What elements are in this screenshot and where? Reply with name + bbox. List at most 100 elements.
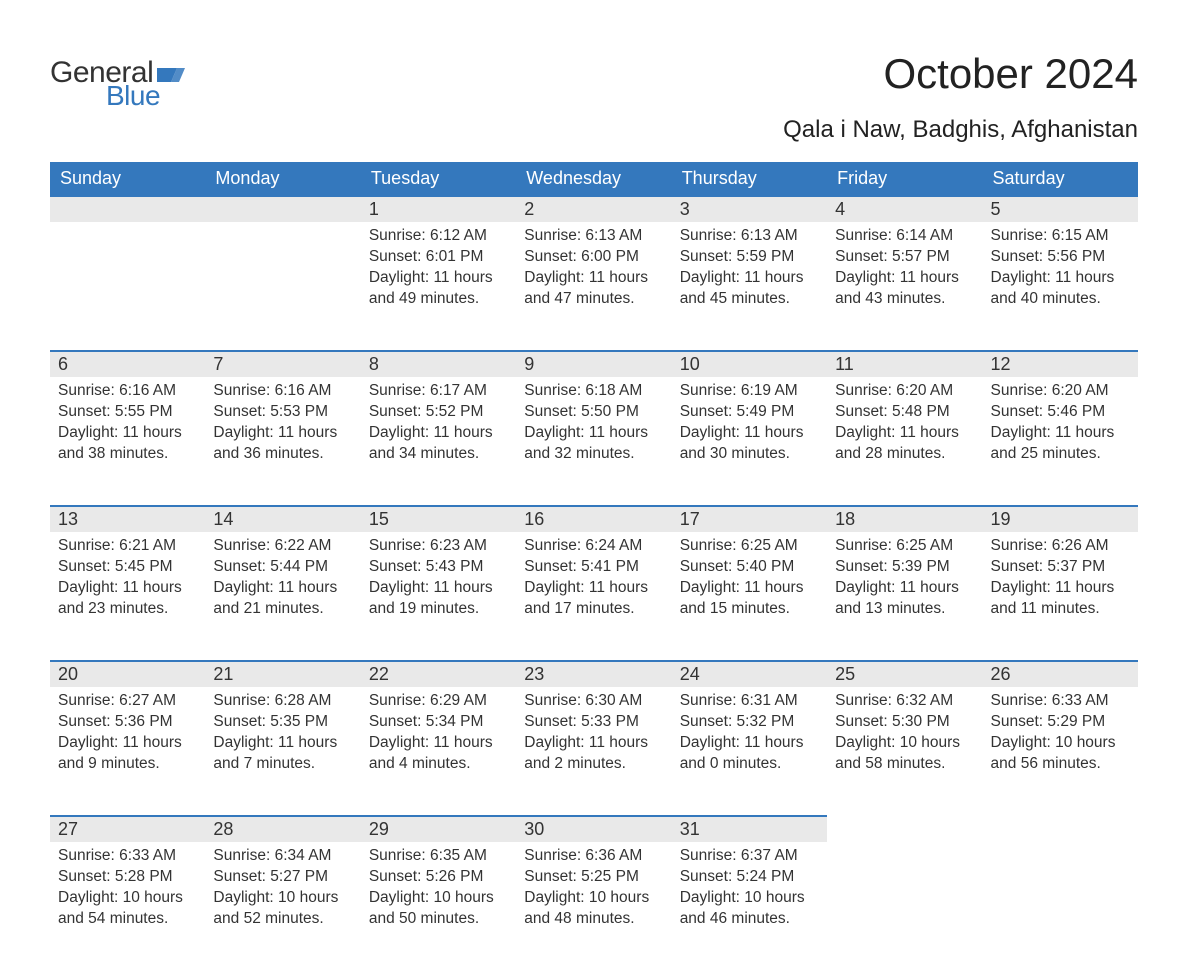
sunrise-text: Sunrise: 6:21 AM [58,536,197,557]
day-cell: Sunrise: 6:29 AMSunset: 5:34 PMDaylight:… [361,687,516,815]
daylight-text: Daylight: 10 hours [524,888,663,909]
day-content: Sunrise: 6:33 AMSunset: 5:29 PMDaylight:… [983,687,1138,783]
day-cell: Sunrise: 6:16 AMSunset: 5:53 PMDaylight:… [205,377,360,505]
weekday-header: Sunday [50,162,205,195]
daylight-text: and 30 minutes. [680,444,819,465]
day-number-cell: 8 [361,350,516,377]
day-number: 20 [50,660,205,687]
sunrise-text: Sunrise: 6:20 AM [835,381,974,402]
daylight-text: and 15 minutes. [680,599,819,620]
day-number-cell: 21 [205,660,360,687]
day-cell [205,222,360,350]
day-cell: Sunrise: 6:30 AMSunset: 5:33 PMDaylight:… [516,687,671,815]
daylight-text: Daylight: 11 hours [680,423,819,444]
day-cell: Sunrise: 6:35 AMSunset: 5:26 PMDaylight:… [361,842,516,970]
day-content: Sunrise: 6:30 AMSunset: 5:33 PMDaylight:… [516,687,671,783]
day-cell: Sunrise: 6:13 AMSunset: 5:59 PMDaylight:… [672,222,827,350]
sunset-text: Sunset: 5:34 PM [369,712,508,733]
daylight-text: Daylight: 11 hours [213,578,352,599]
day-number: 4 [827,195,982,222]
daylight-text: and 19 minutes. [369,599,508,620]
sunset-text: Sunset: 5:33 PM [524,712,663,733]
sunrise-text: Sunrise: 6:25 AM [680,536,819,557]
day-number-cell: 15 [361,505,516,532]
day-number-cell: 7 [205,350,360,377]
sunset-text: Sunset: 5:40 PM [680,557,819,578]
sunset-text: Sunset: 6:01 PM [369,247,508,268]
day-number-cell: 5 [983,195,1138,222]
daylight-text: and 32 minutes. [524,444,663,465]
day-number-cell: 31 [672,815,827,842]
daylight-text: Daylight: 11 hours [369,578,508,599]
sunrise-text: Sunrise: 6:23 AM [369,536,508,557]
daylight-text: Daylight: 11 hours [524,578,663,599]
month-title: October 2024 [783,50,1138,98]
day-cell: Sunrise: 6:13 AMSunset: 6:00 PMDaylight:… [516,222,671,350]
sunrise-text: Sunrise: 6:26 AM [991,536,1130,557]
day-number-cell: 16 [516,505,671,532]
daylight-text: and 49 minutes. [369,289,508,310]
day-number: 28 [205,815,360,842]
day-number-row: 20212223242526 [50,660,1138,687]
daylight-text: Daylight: 11 hours [58,733,197,754]
day-content-row: Sunrise: 6:16 AMSunset: 5:55 PMDaylight:… [50,377,1138,505]
day-content: Sunrise: 6:14 AMSunset: 5:57 PMDaylight:… [827,222,982,318]
sunrise-text: Sunrise: 6:34 AM [213,846,352,867]
day-content: Sunrise: 6:31 AMSunset: 5:32 PMDaylight:… [672,687,827,783]
day-content: Sunrise: 6:20 AMSunset: 5:48 PMDaylight:… [827,377,982,473]
day-number-cell [827,815,982,842]
daylight-text: Daylight: 10 hours [835,733,974,754]
day-content: Sunrise: 6:33 AMSunset: 5:28 PMDaylight:… [50,842,205,938]
daylight-text: and 21 minutes. [213,599,352,620]
day-number: 16 [516,505,671,532]
day-content: Sunrise: 6:27 AMSunset: 5:36 PMDaylight:… [50,687,205,783]
day-number: 2 [516,195,671,222]
day-content: Sunrise: 6:13 AMSunset: 6:00 PMDaylight:… [516,222,671,318]
day-content: Sunrise: 6:34 AMSunset: 5:27 PMDaylight:… [205,842,360,938]
sunrise-text: Sunrise: 6:28 AM [213,691,352,712]
sunrise-text: Sunrise: 6:33 AM [991,691,1130,712]
daylight-text: Daylight: 11 hours [213,733,352,754]
daylight-text: and 23 minutes. [58,599,197,620]
day-number-row: 6789101112 [50,350,1138,377]
daylight-text: Daylight: 11 hours [369,268,508,289]
daylight-text: Daylight: 11 hours [524,268,663,289]
day-number: 17 [672,505,827,532]
sunrise-text: Sunrise: 6:19 AM [680,381,819,402]
day-content: Sunrise: 6:26 AMSunset: 5:37 PMDaylight:… [983,532,1138,628]
day-number-row: 12345 [50,195,1138,222]
sunrise-text: Sunrise: 6:25 AM [835,536,974,557]
weekday-header: Tuesday [361,162,516,195]
sunset-text: Sunset: 5:32 PM [680,712,819,733]
day-number-cell: 26 [983,660,1138,687]
sunrise-text: Sunrise: 6:32 AM [835,691,974,712]
day-number-cell: 22 [361,660,516,687]
daylight-text: and 58 minutes. [835,754,974,775]
daylight-text: Daylight: 11 hours [58,578,197,599]
day-number: 12 [983,350,1138,377]
day-content: Sunrise: 6:21 AMSunset: 5:45 PMDaylight:… [50,532,205,628]
weekday-header: Friday [827,162,982,195]
sunset-text: Sunset: 5:43 PM [369,557,508,578]
sunrise-text: Sunrise: 6:18 AM [524,381,663,402]
day-number: 19 [983,505,1138,532]
day-content-row: Sunrise: 6:27 AMSunset: 5:36 PMDaylight:… [50,687,1138,815]
day-cell: Sunrise: 6:22 AMSunset: 5:44 PMDaylight:… [205,532,360,660]
daylight-text: and 50 minutes. [369,909,508,930]
day-number-cell: 18 [827,505,982,532]
daylight-text: Daylight: 11 hours [369,423,508,444]
day-content-row: Sunrise: 6:33 AMSunset: 5:28 PMDaylight:… [50,842,1138,970]
sunset-text: Sunset: 5:35 PM [213,712,352,733]
day-content: Sunrise: 6:12 AMSunset: 6:01 PMDaylight:… [361,222,516,318]
day-cell: Sunrise: 6:12 AMSunset: 6:01 PMDaylight:… [361,222,516,350]
logo-text-blue: Blue [106,80,160,112]
day-number-cell: 19 [983,505,1138,532]
day-cell: Sunrise: 6:20 AMSunset: 5:48 PMDaylight:… [827,377,982,505]
day-cell: Sunrise: 6:19 AMSunset: 5:49 PMDaylight:… [672,377,827,505]
sunset-text: Sunset: 5:25 PM [524,867,663,888]
day-number-cell: 10 [672,350,827,377]
day-cell: Sunrise: 6:25 AMSunset: 5:40 PMDaylight:… [672,532,827,660]
day-number: 8 [361,350,516,377]
sunrise-text: Sunrise: 6:24 AM [524,536,663,557]
day-number-cell [983,815,1138,842]
